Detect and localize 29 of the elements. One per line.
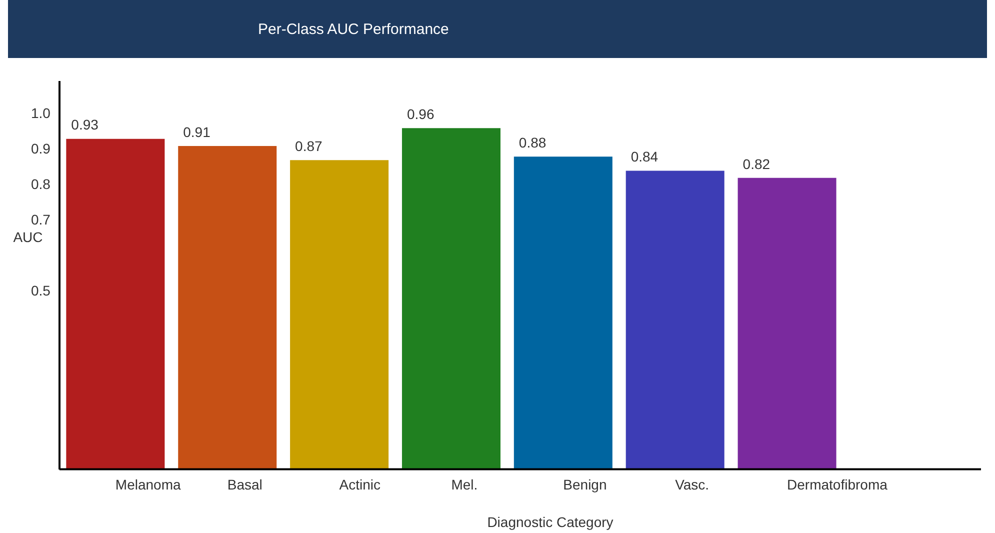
- y-tick-label: 1.0: [30, 104, 51, 121]
- data-label: 0.88: [518, 134, 546, 150]
- y-tick-label: 0.5: [30, 282, 51, 298]
- x-tick-label: Benign: [563, 476, 607, 492]
- y-tick-label: 0.7: [30, 211, 51, 228]
- x-tick-label: Actinic: [339, 476, 381, 492]
- y-tick-label: 0.8: [30, 176, 51, 192]
- data-label: 0.82: [742, 156, 770, 172]
- x-tick-label: Basal: [227, 476, 262, 492]
- bar: [738, 178, 836, 470]
- data-label: 0.96: [406, 106, 434, 122]
- bar: [514, 156, 612, 470]
- y-axis-title: AUC: [13, 229, 43, 246]
- data-label: 0.87: [295, 138, 323, 154]
- x-tick-label: Vasc.: [675, 476, 710, 492]
- chart-title: Per-Class AUC Performance: [258, 20, 449, 38]
- data-label: 0.84: [630, 148, 658, 165]
- x-axis-title: Diagnostic Category: [487, 514, 614, 530]
- data-label: 0.93: [71, 116, 99, 133]
- x-tick-label: Melanoma: [115, 476, 182, 492]
- bar: [402, 128, 500, 470]
- x-tick-label: Mel.: [451, 476, 478, 492]
- y-tick-label: 0.9: [30, 140, 51, 156]
- bar: [626, 170, 724, 470]
- data-label: 0.91: [183, 124, 211, 140]
- bar: [290, 160, 389, 470]
- bar: [66, 138, 165, 470]
- x-tick-label: Dermatofibroma: [787, 476, 888, 492]
- bar: [178, 146, 277, 470]
